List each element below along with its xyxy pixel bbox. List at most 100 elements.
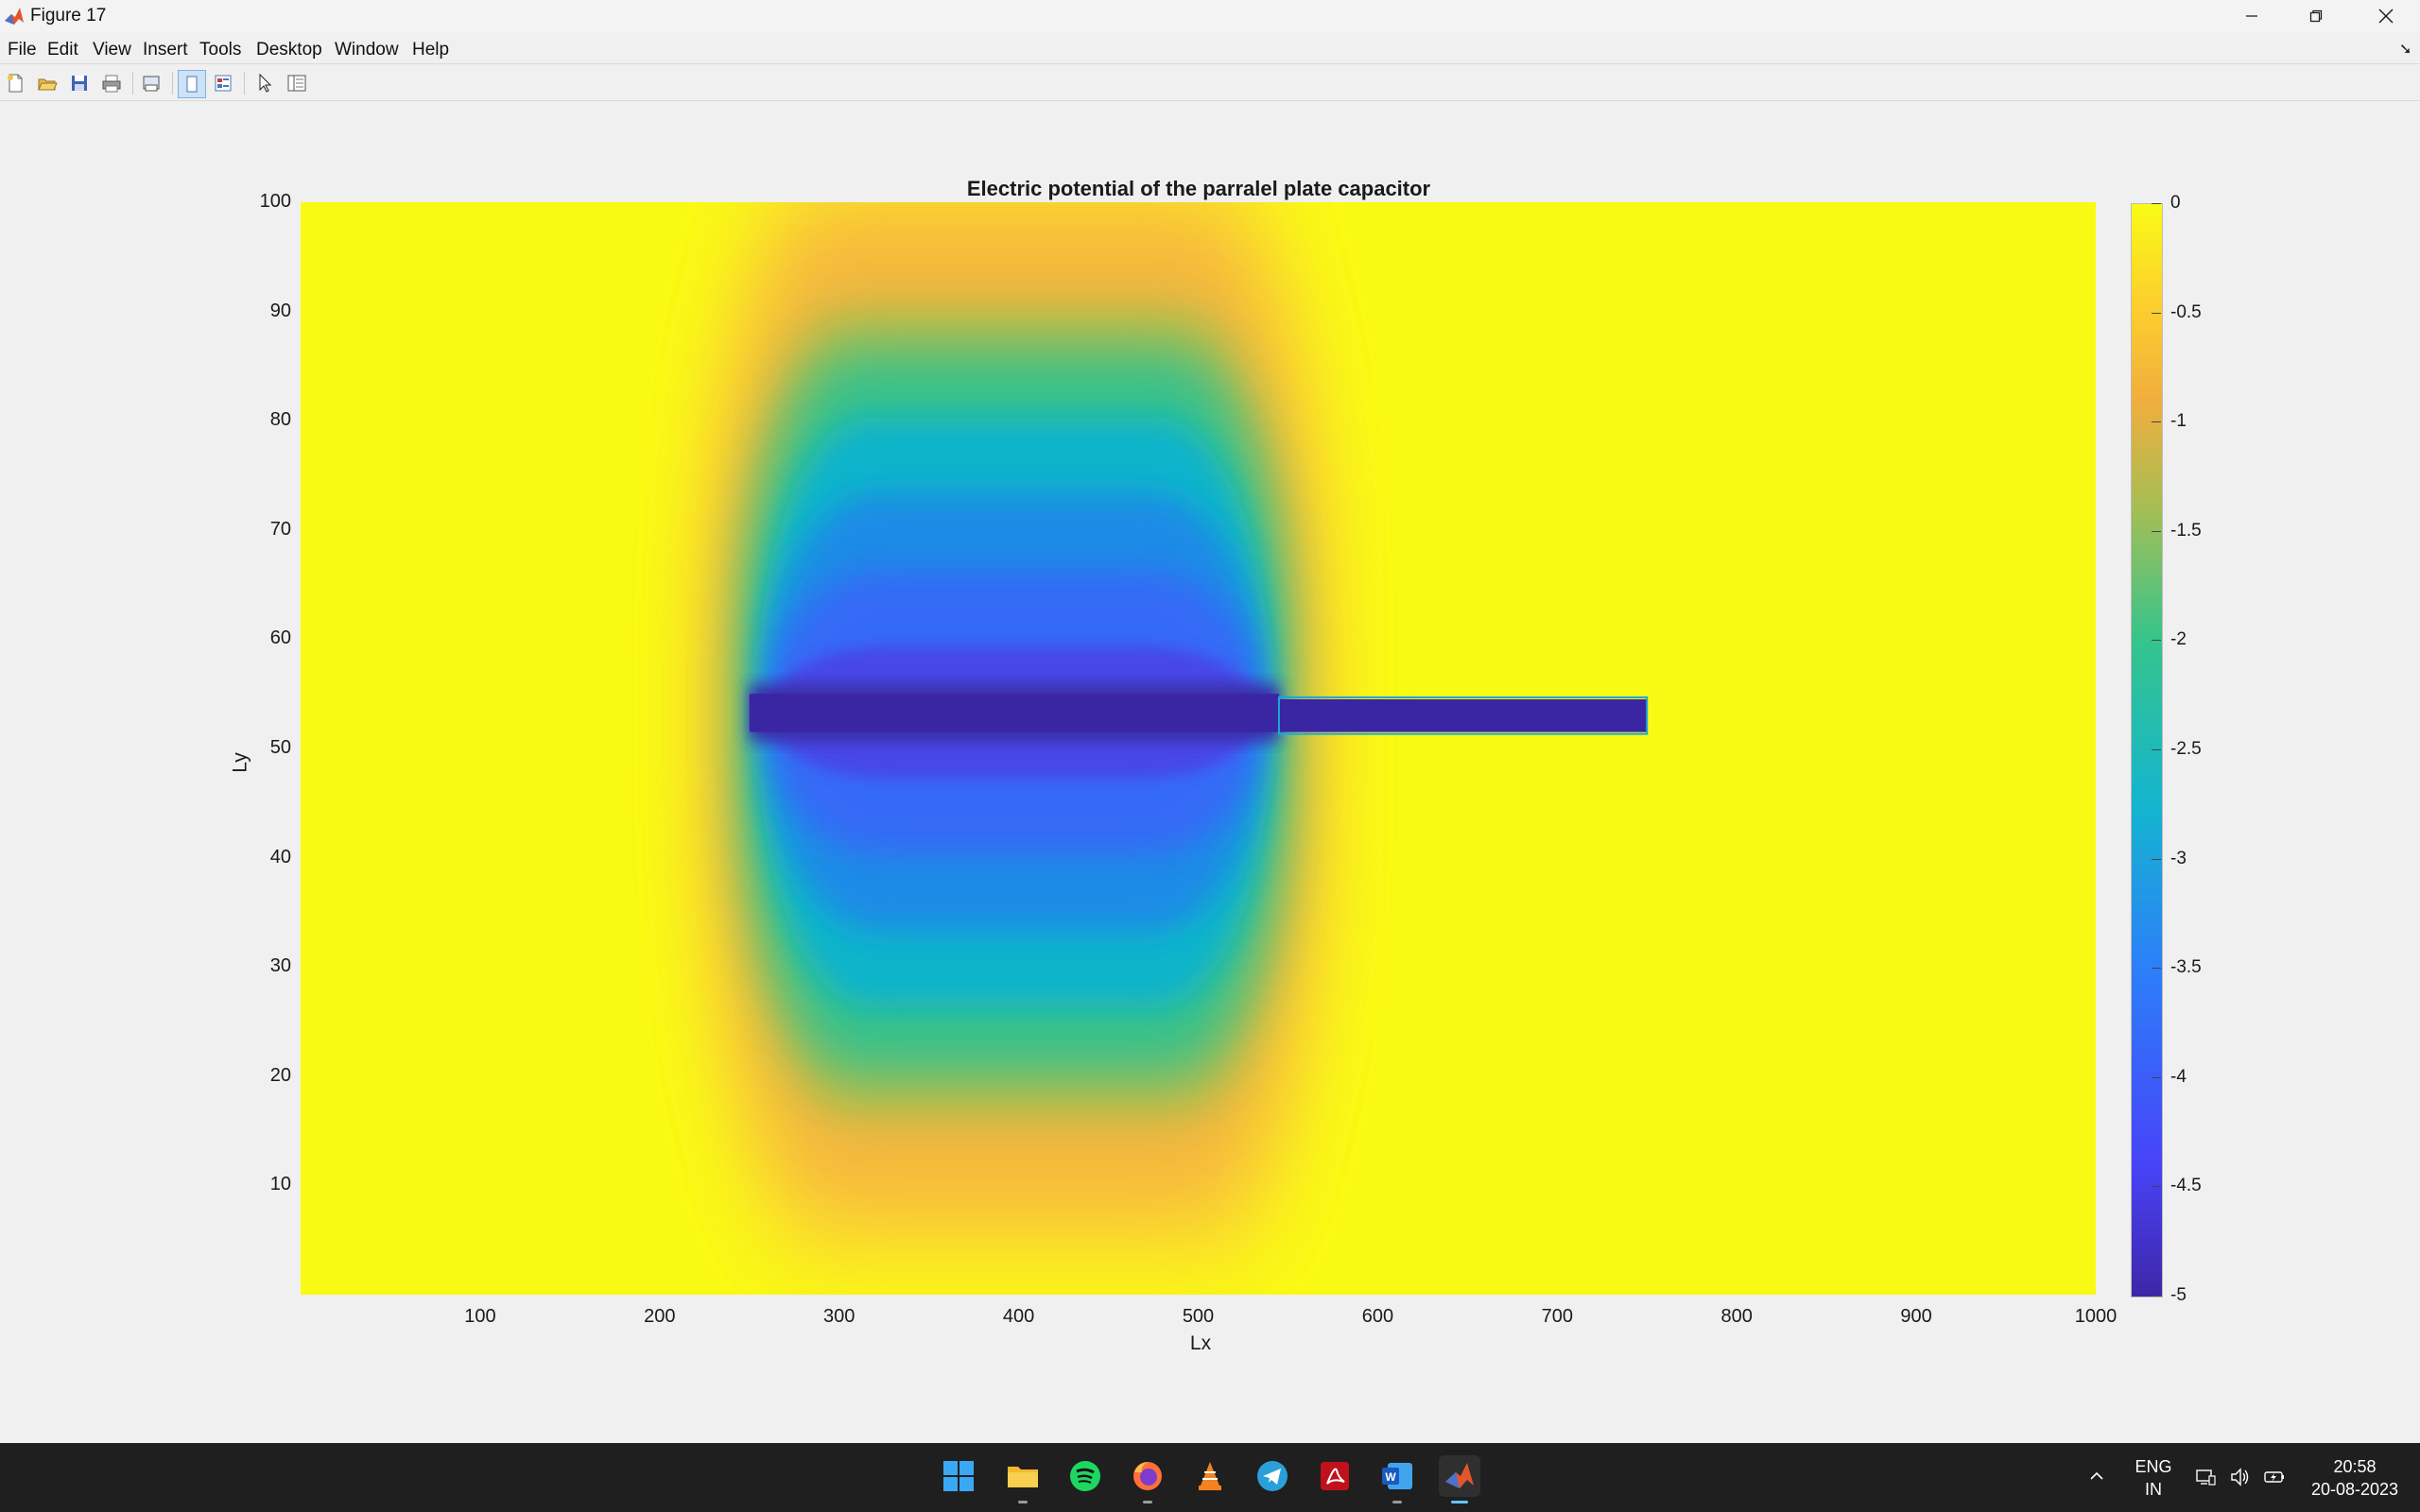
network-icon[interactable] bbox=[2195, 1467, 2216, 1492]
toolbar-separator bbox=[132, 72, 133, 94]
colorbar-tick-mark bbox=[2152, 858, 2161, 860]
pointer-icon[interactable] bbox=[251, 70, 278, 96]
colorbar-tick-label: -3.5 bbox=[2170, 957, 2202, 978]
active-indicator bbox=[1451, 1501, 1468, 1503]
open-file-icon[interactable] bbox=[34, 70, 60, 96]
y-tick-label: 70 bbox=[269, 518, 291, 540]
x-tick-label: 600 bbox=[1361, 1306, 1394, 1327]
region-indicator[interactable]: IN bbox=[2145, 1480, 2162, 1499]
colorbar-tick-mark bbox=[2152, 640, 2161, 642]
colorbar-tick-label: -2 bbox=[2170, 629, 2187, 650]
save-icon[interactable] bbox=[66, 70, 93, 96]
capacitor-plate bbox=[749, 694, 1279, 732]
print-preview-icon[interactable] bbox=[138, 70, 164, 96]
colorbar-tick-label: 0 bbox=[2170, 193, 2181, 213]
figure-toolbar bbox=[0, 66, 2420, 100]
toolbar-separator bbox=[172, 72, 173, 94]
telegram-icon[interactable] bbox=[1252, 1455, 1293, 1497]
windows-start-icon[interactable] bbox=[938, 1455, 979, 1497]
plate-layer bbox=[749, 684, 1649, 742]
x-axis-label: Lx bbox=[1189, 1332, 1212, 1354]
menu-edit[interactable]: Edit bbox=[47, 40, 78, 60]
show-plot-tools-icon[interactable] bbox=[284, 70, 310, 96]
x-tick-label: 100 bbox=[464, 1306, 496, 1327]
y-tick-label: 60 bbox=[269, 627, 291, 649]
x-tick-label: 900 bbox=[1900, 1306, 1932, 1327]
menu-tools[interactable]: Tools bbox=[199, 40, 242, 60]
colorbar-tick-mark bbox=[2152, 421, 2161, 423]
battery-icon[interactable] bbox=[2263, 1467, 2286, 1492]
y-tick-label: 40 bbox=[269, 846, 291, 868]
x-tick-label: 1000 bbox=[2074, 1306, 2118, 1327]
spotify-icon[interactable] bbox=[1064, 1455, 1106, 1497]
menu-bar: File Edit View Insert Tools Desktop Wind… bbox=[0, 36, 2420, 64]
colorbar-tick-mark bbox=[2152, 1186, 2161, 1188]
y-tick-label: 50 bbox=[269, 737, 291, 758]
plot-title: Electric potential of the parralel plate… bbox=[966, 177, 1431, 200]
colorbar-tick-label: -5 bbox=[2170, 1285, 2187, 1305]
divider bbox=[0, 63, 2420, 64]
clock-time[interactable]: 20:58 bbox=[2333, 1457, 2377, 1476]
menu-view[interactable]: View bbox=[93, 40, 131, 60]
y-tick-label: 90 bbox=[269, 300, 291, 321]
colorbar-tick-mark bbox=[2152, 203, 2161, 204]
window-title: Figure 17 bbox=[30, 6, 107, 26]
colorbar[interactable] bbox=[2131, 203, 2163, 1297]
vlc-icon[interactable] bbox=[1189, 1455, 1231, 1497]
menu-desktop[interactable]: Desktop bbox=[256, 40, 322, 60]
toggle-plot-tools-icon[interactable] bbox=[178, 70, 206, 98]
colorbar-tick-label: -1.5 bbox=[2170, 520, 2202, 541]
running-indicator bbox=[1392, 1501, 1402, 1503]
x-tick-label: 800 bbox=[1720, 1306, 1753, 1327]
menu-insert[interactable]: Insert bbox=[143, 40, 188, 60]
window-title-bar: Figure 17 bbox=[0, 0, 2420, 32]
y-tick-label: 80 bbox=[269, 409, 291, 431]
acrobat-icon[interactable] bbox=[1314, 1455, 1356, 1497]
heatmap-axes[interactable] bbox=[301, 202, 2096, 1295]
colorbar-tick-mark bbox=[2152, 749, 2161, 750]
colorbar-tick-label: -2.5 bbox=[2170, 739, 2202, 759]
colorbar-tick-label: -3 bbox=[2170, 848, 2187, 868]
colorbar-tick-mark bbox=[2152, 1296, 2161, 1297]
colorbar-tick-mark bbox=[2152, 1076, 2161, 1078]
matlab-icon[interactable] bbox=[1439, 1455, 1480, 1497]
new-figure-icon[interactable] bbox=[2, 70, 28, 96]
toolbar-separator bbox=[244, 72, 245, 94]
heatmap-image bbox=[301, 202, 2096, 1295]
svg-text:W: W bbox=[1385, 1470, 1396, 1484]
x-tick-label: 200 bbox=[644, 1306, 676, 1327]
y-axis-label: Ly bbox=[229, 752, 251, 773]
x-tick-label: 700 bbox=[1541, 1306, 1573, 1327]
capacitor-plate bbox=[1278, 698, 1648, 732]
colorbar-tick-mark bbox=[2152, 968, 2161, 970]
colorbar-tick-mark bbox=[2152, 530, 2161, 532]
colorbar-tick-label: -4 bbox=[2170, 1066, 2187, 1087]
minimize-button[interactable] bbox=[2220, 0, 2284, 32]
colorbar-tick-label: -4.5 bbox=[2170, 1176, 2202, 1196]
volume-icon[interactable] bbox=[2229, 1467, 2250, 1492]
x-tick-label: 400 bbox=[1002, 1306, 1035, 1327]
y-tick-label: 10 bbox=[269, 1174, 291, 1195]
firefox-icon[interactable] bbox=[1127, 1455, 1168, 1497]
menu-window[interactable]: Window bbox=[335, 40, 399, 60]
x-tick-label: 300 bbox=[823, 1306, 856, 1327]
file-explorer-icon[interactable] bbox=[1002, 1455, 1044, 1497]
running-indicator bbox=[1143, 1501, 1152, 1503]
y-tick-label: 100 bbox=[259, 191, 291, 212]
word-icon[interactable]: W bbox=[1376, 1455, 1418, 1497]
divider bbox=[0, 100, 2420, 101]
close-button[interactable] bbox=[2354, 0, 2418, 32]
language-indicator[interactable]: ENG bbox=[2135, 1457, 2172, 1476]
restore-button[interactable] bbox=[2284, 0, 2348, 32]
property-inspector-icon[interactable] bbox=[210, 70, 236, 96]
colorbar-tick-label: -1 bbox=[2170, 411, 2187, 432]
plate-edge bbox=[1277, 696, 1649, 735]
menu-help[interactable]: Help bbox=[412, 40, 450, 60]
print-icon[interactable] bbox=[98, 70, 125, 96]
dock-arrow-icon[interactable]: ➘ bbox=[2399, 42, 2412, 58]
x-tick-label: 500 bbox=[1182, 1306, 1215, 1327]
chevron-up-icon[interactable] bbox=[2087, 1467, 2106, 1490]
clock-date[interactable]: 20-08-2023 bbox=[2310, 1480, 2399, 1499]
menu-file[interactable]: File bbox=[8, 40, 37, 60]
y-tick-label: 20 bbox=[269, 1064, 291, 1086]
